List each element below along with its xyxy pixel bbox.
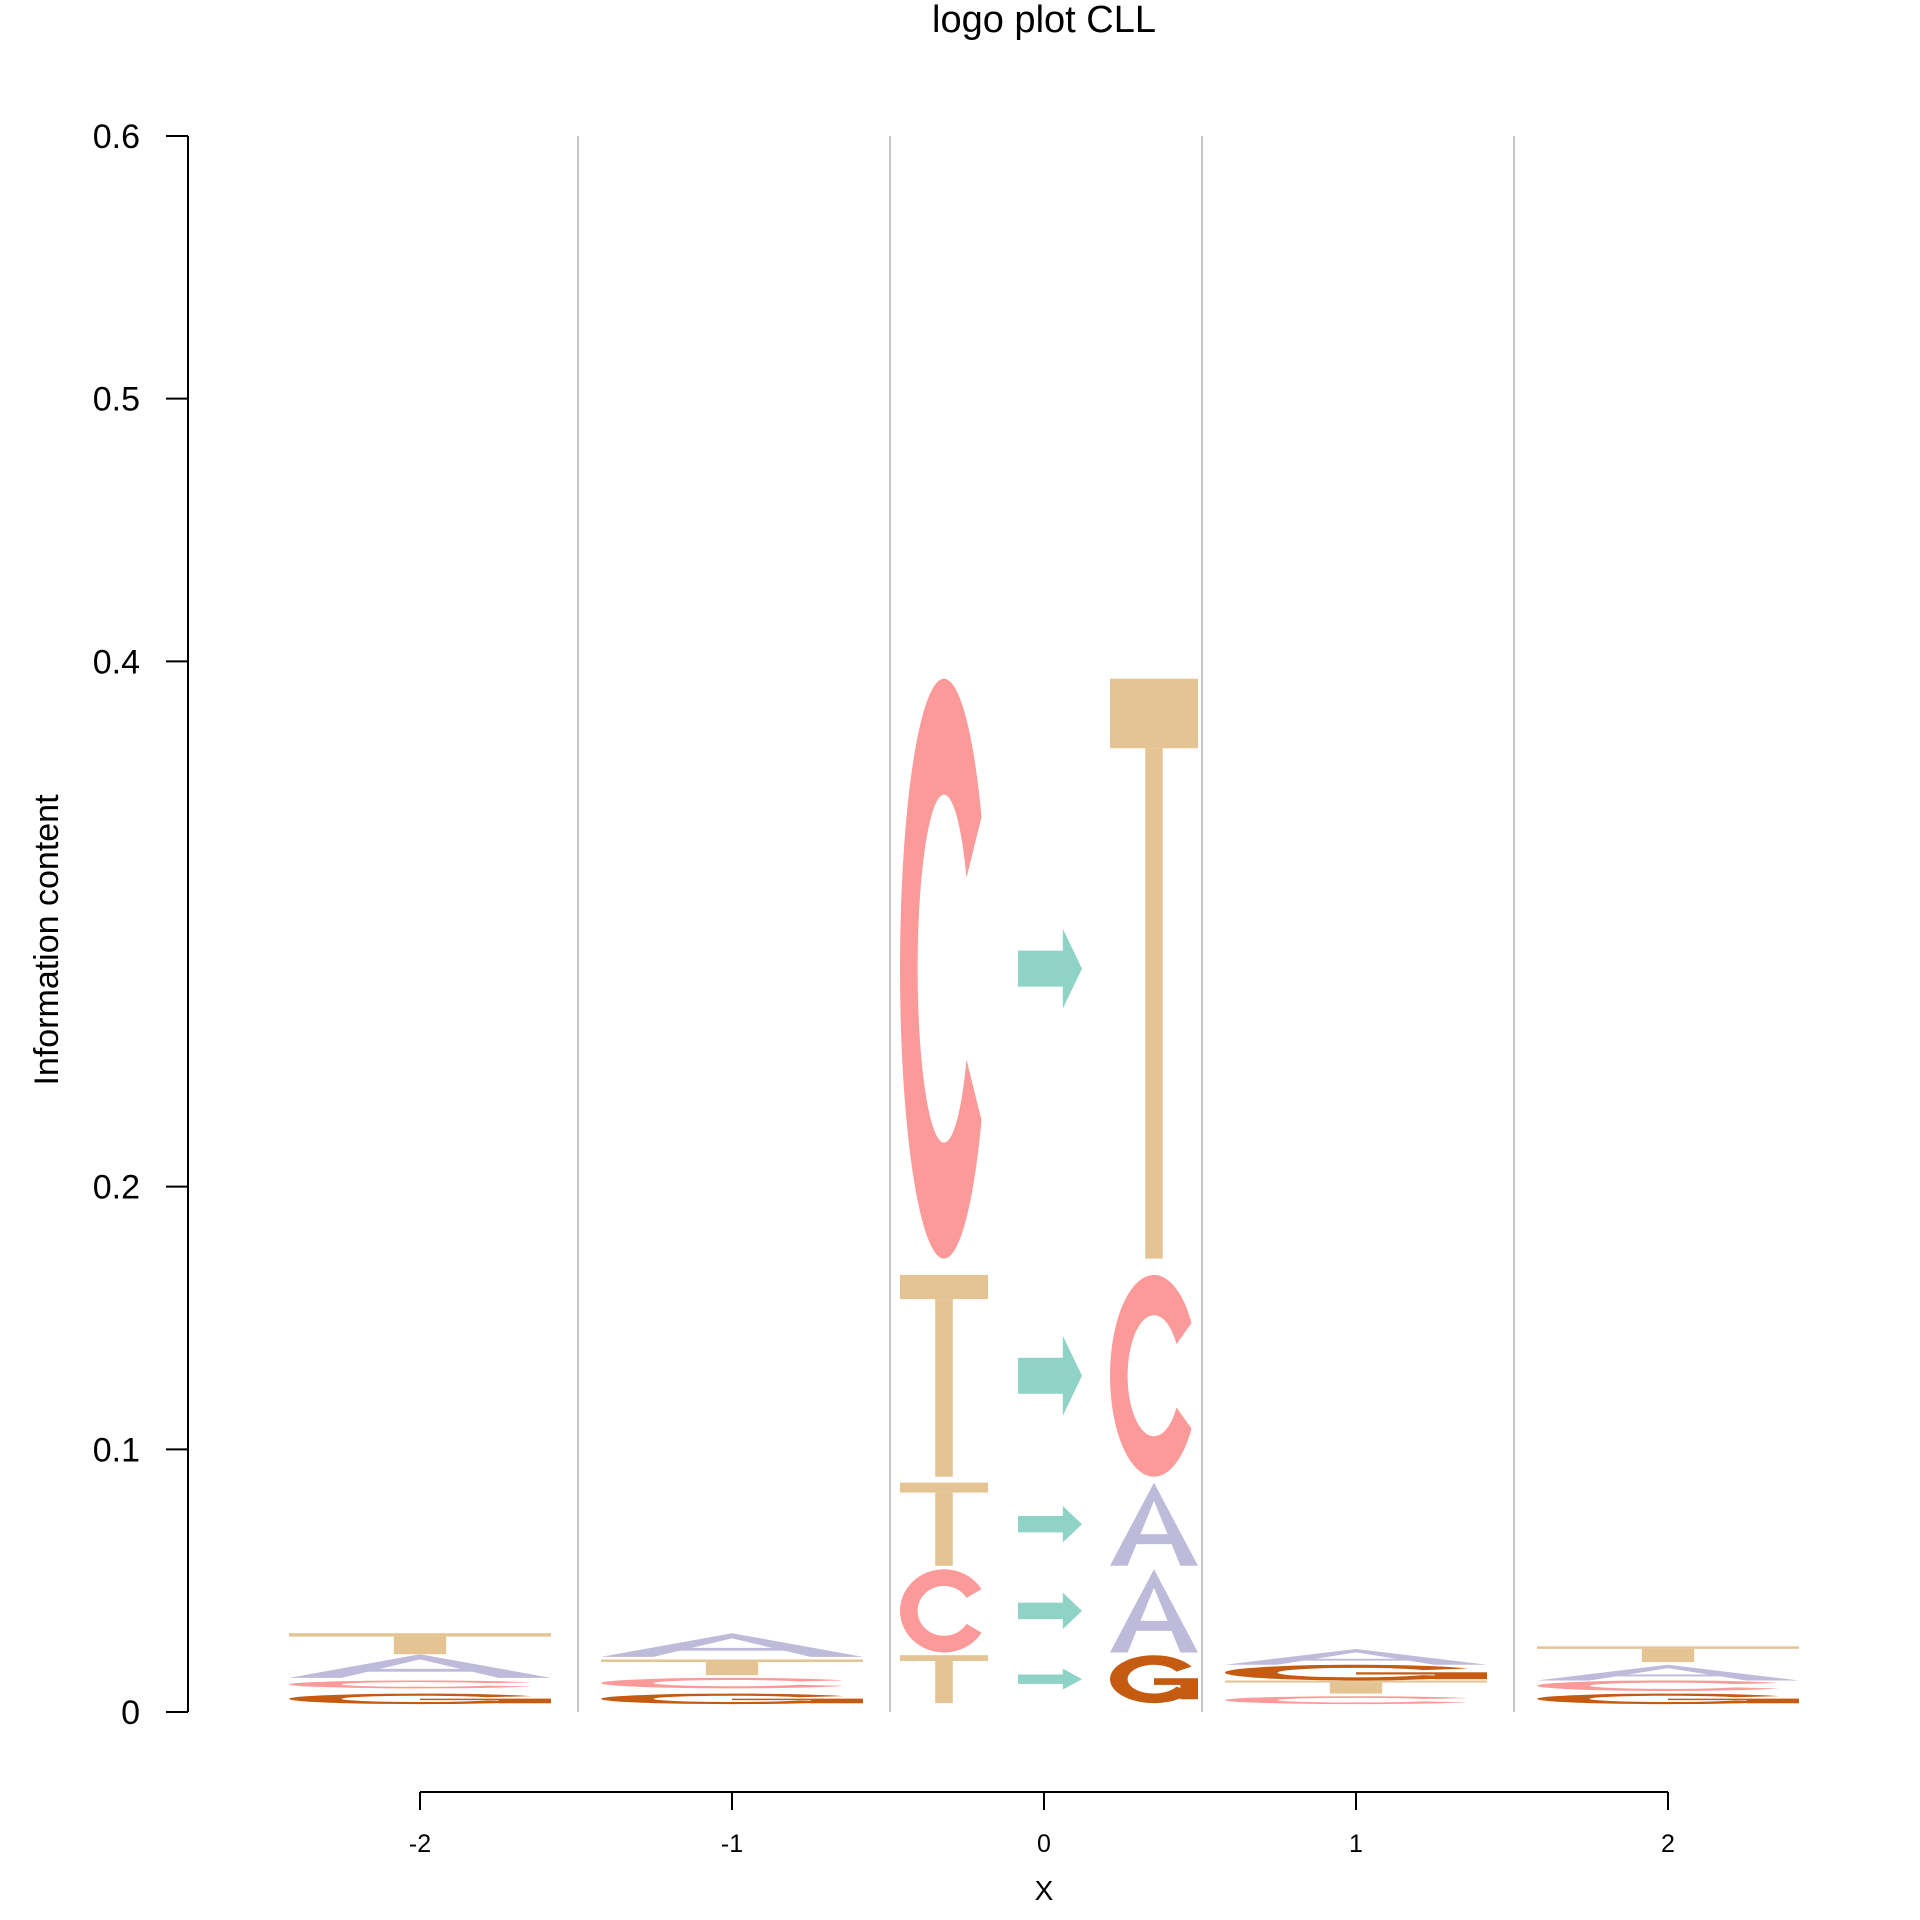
y-axis: 0 0.1 0.2 0.4 0.5 0.6 [93,118,189,1732]
x-tick-label: 1 [1349,1830,1363,1858]
logo-letters [289,678,1799,1705]
y-tick-label: 0.5 [93,381,140,419]
y-tick-label: 0.4 [93,643,140,681]
x-axis: -2 -1 0 1 2 [409,1791,1675,1858]
substitution-arrow [1018,1592,1082,1630]
letter-A [1110,1482,1198,1566]
substitution-arrow [1018,1505,1082,1543]
letter-C [601,1677,844,1689]
x-tick-label: -2 [409,1830,431,1858]
letter-T [1110,678,1198,1259]
letter-C [1537,1680,1780,1691]
letter-A [289,1654,551,1678]
chart-title: logo plot CLL [932,0,1156,41]
x-tick-label: 2 [1661,1830,1675,1858]
letter-A [601,1633,863,1657]
letter-C [289,1680,532,1689]
letter-T [900,1274,988,1477]
substitution-arrow [1018,1335,1082,1416]
x-tick-label: -1 [721,1830,743,1858]
y-axis-label: Information content [28,794,66,1086]
letter-G [1224,1664,1487,1681]
y-tick-label: 0.6 [93,118,140,156]
y-tick-label: 0.2 [93,1169,140,1207]
letter-T [289,1633,551,1655]
letter-G [289,1693,551,1705]
x-tick-label: 0 [1037,1830,1051,1858]
letter-A [1110,1569,1198,1653]
letter-C [1110,1274,1192,1477]
letter-C [900,678,982,1259]
position-separators [577,136,1515,1712]
letter-G [601,1693,863,1705]
letter-C [900,1569,982,1653]
letter-T [1537,1646,1799,1663]
letter-G [1537,1693,1799,1705]
letter-A [1225,1648,1487,1665]
y-tick-label: 0 [121,1694,140,1732]
letter-C [1225,1696,1468,1705]
letter-T [900,1655,988,1704]
letter-G [1110,1655,1198,1704]
letter-A [1537,1664,1799,1681]
y-tick-label: 0.1 [93,1431,140,1469]
letter-T [900,1482,988,1566]
x-axis-label: X [1035,1875,1054,1906]
letter-T [1225,1680,1487,1694]
substitution-arrow [1018,1668,1082,1690]
substitution-arrow [1018,928,1082,1009]
letter-T [601,1659,863,1676]
